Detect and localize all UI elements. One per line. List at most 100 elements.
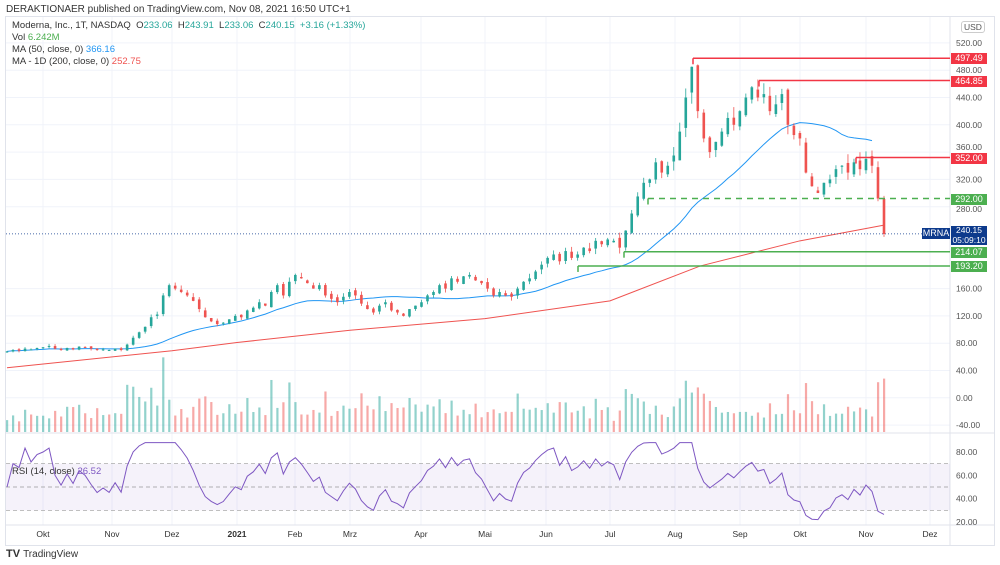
volume-label: Vol xyxy=(12,32,26,43)
volume-bar xyxy=(192,406,195,432)
time-tick-label: Mrz xyxy=(343,529,357,539)
time-tick-label: Jun xyxy=(539,529,553,539)
volume-bar xyxy=(834,413,838,432)
candle-body xyxy=(534,271,537,280)
time-tick-label: Sep xyxy=(732,529,747,539)
time-tick-label: Feb xyxy=(288,529,303,539)
volume-bar xyxy=(504,411,507,432)
volume-bar xyxy=(540,410,543,432)
price-tick-label: 520.00 xyxy=(956,38,982,48)
volume-bar xyxy=(846,406,850,432)
candle-body xyxy=(29,349,33,351)
volume-bar xyxy=(360,393,363,432)
rsi-legend[interactable]: RSI (14, close) 26.52 xyxy=(12,466,101,477)
volume-bar xyxy=(60,416,63,432)
volume-bar xyxy=(324,391,327,432)
level-tag: 464.85 xyxy=(951,75,987,87)
candle-body xyxy=(702,112,706,139)
volume-bar xyxy=(690,392,693,432)
volume-bar xyxy=(642,401,645,432)
volume-bar xyxy=(186,417,189,432)
tradingview-logo[interactable]: TV TradingView xyxy=(6,548,78,560)
volume-bar xyxy=(162,357,165,432)
candle-body xyxy=(221,322,225,324)
volume-bar xyxy=(480,417,483,432)
volume-bar xyxy=(342,405,345,432)
candle-body xyxy=(17,349,21,351)
published-line: DERAKTIONAER published on TradingView.co… xyxy=(6,4,351,15)
candle-body xyxy=(414,305,417,310)
candle-body xyxy=(738,111,742,127)
price-tick-label: 440.00 xyxy=(956,93,982,103)
candle-body xyxy=(780,94,784,103)
volume-bar xyxy=(660,414,663,432)
candle-body xyxy=(774,104,778,115)
volume-bar xyxy=(588,418,591,432)
volume-bar xyxy=(372,409,375,432)
candle-body xyxy=(330,293,333,299)
bar-countdown: 05:09:10 xyxy=(952,234,986,245)
volume-bar xyxy=(768,403,772,432)
volume-bar xyxy=(432,406,435,432)
volume-bar xyxy=(498,413,501,432)
candle-body xyxy=(426,295,429,302)
candle-body xyxy=(516,288,519,296)
volume-value: 6.242M xyxy=(27,32,60,43)
candle-body xyxy=(630,213,634,233)
candle-body xyxy=(101,349,105,351)
time-tick-label: Okt xyxy=(36,529,50,539)
candle-body xyxy=(113,348,117,351)
currency-button[interactable]: USD xyxy=(961,21,985,33)
volume-bar xyxy=(654,405,657,432)
volume-bar xyxy=(252,412,255,432)
candle-body xyxy=(384,302,387,305)
volume-bar xyxy=(450,400,453,432)
rsi-value: 26.52 xyxy=(77,466,102,477)
volume-bar xyxy=(426,404,429,432)
volume-bar xyxy=(630,393,633,432)
volume-bar xyxy=(558,402,561,432)
volume-bar xyxy=(714,406,718,432)
candle-body xyxy=(372,308,375,313)
candle-body xyxy=(564,251,567,261)
candle-body xyxy=(552,254,555,260)
volume-bar xyxy=(84,413,87,432)
candle-body xyxy=(804,142,808,173)
volume-bar xyxy=(384,411,387,432)
volume-bar xyxy=(570,412,573,432)
volume-bar xyxy=(234,413,237,432)
volume-bar xyxy=(138,396,141,432)
time-tick-label: 2021 xyxy=(228,529,247,539)
candle-body xyxy=(197,299,201,310)
candle-body xyxy=(792,125,796,136)
candle-body xyxy=(450,278,453,291)
candle-body xyxy=(288,281,291,297)
price-tick-label: 400.00 xyxy=(956,120,982,130)
volume-bar xyxy=(78,404,81,432)
candle-body xyxy=(678,131,682,161)
volume-bar xyxy=(54,410,57,432)
volume-legend: Vol 6.242M xyxy=(12,32,60,43)
candle-body xyxy=(870,156,874,166)
volume-bar xyxy=(156,405,159,432)
volume-bar xyxy=(678,398,681,432)
level-tag: 214.07 xyxy=(951,246,987,258)
candle-body xyxy=(294,274,297,282)
rsi-tick-label: 40.00 xyxy=(956,494,978,504)
candle-body xyxy=(798,133,802,139)
open-value: 233.06 xyxy=(143,20,173,31)
ma200-value: 252.75 xyxy=(111,56,141,67)
volume-bar xyxy=(48,418,51,432)
volume-bar xyxy=(378,396,381,432)
candle-body xyxy=(191,297,195,301)
ma50-legend[interactable]: MA (50, close, 0) 366.16 xyxy=(12,44,115,55)
ma200-legend[interactable]: MA - 1D (200, close, 0) 252.75 xyxy=(12,56,141,67)
volume-bar xyxy=(624,389,627,432)
candle-body xyxy=(173,285,177,289)
candle-body xyxy=(672,155,676,162)
volume-bar xyxy=(354,408,357,432)
candle-body xyxy=(276,285,279,293)
open-label: O xyxy=(136,20,144,31)
candle-body xyxy=(642,182,646,199)
